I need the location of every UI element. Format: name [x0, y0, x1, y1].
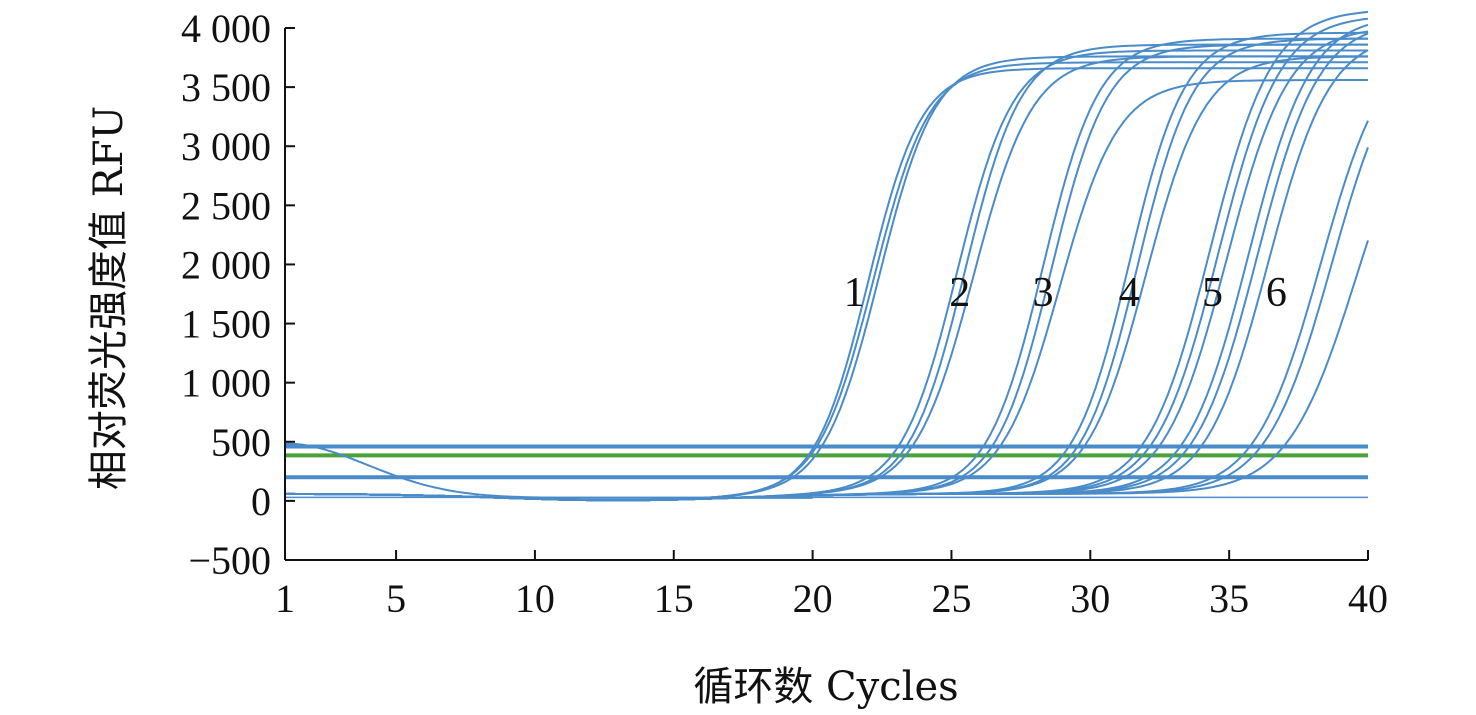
x-tick-label: 30 [1070, 576, 1110, 621]
x-ticks: 1 5 10 15 20 25 30 35 40 [275, 550, 1388, 621]
x-tick-label: 25 [931, 576, 971, 621]
curve-label: 2 [949, 270, 970, 316]
x-tick-label: 40 [1348, 576, 1388, 621]
y-axis-title: 相对荧光强度值 RFU [86, 106, 132, 490]
axes [284, 28, 1368, 561]
x-tick-label: 10 [515, 576, 555, 621]
y-tick-label: 3 000 [181, 124, 271, 169]
curve-label: 6 [1266, 270, 1287, 316]
y-tick-label: 1 500 [181, 302, 271, 347]
y-ticks: −500 0 500 1 000 1 500 2 000 2 500 3 000 3 500 4 … [181, 6, 295, 583]
curve-label: 1 [844, 270, 865, 316]
y-tick-label: 0 [251, 479, 271, 524]
x-tick-label: 5 [386, 576, 406, 621]
amplification-curve-7 [285, 240, 1369, 502]
y-tick-label: 1 000 [181, 361, 271, 406]
curve-label: 4 [1119, 270, 1140, 316]
y-tick-label: 2 000 [181, 242, 271, 287]
curve-label: 5 [1202, 270, 1223, 316]
y-tick-label: 4 000 [181, 6, 271, 51]
y-tick-label: −500 [188, 538, 271, 583]
x-tick-label: 35 [1209, 576, 1249, 621]
plot-area [284, 10, 1369, 502]
curve-label: 3 [1033, 270, 1054, 316]
y-tick-label: 3 500 [181, 65, 271, 110]
x-tick-label: 15 [654, 576, 694, 621]
drift-curve [284, 442, 813, 499]
y-tick-label: 500 [211, 420, 271, 465]
x-tick-label: 20 [793, 576, 833, 621]
x-tick-label: 1 [275, 576, 295, 621]
y-tick-label: 2 500 [181, 183, 271, 228]
x-axis-title: 循环数 Cycles [693, 664, 958, 710]
